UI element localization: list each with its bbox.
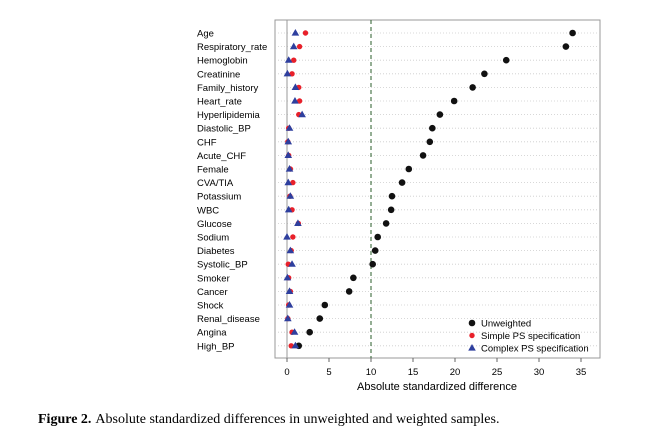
category-label: Glucose bbox=[197, 219, 232, 230]
point-unweighted bbox=[316, 315, 324, 322]
point-complex-ps-specification bbox=[298, 110, 306, 118]
x-tick-label: 10 bbox=[366, 367, 377, 378]
legend-marker bbox=[468, 344, 476, 351]
x-axis-label: Absolute standardized difference bbox=[357, 381, 517, 393]
category-label: Respiratory_rate bbox=[197, 42, 267, 53]
point-unweighted bbox=[469, 84, 476, 91]
point-unweighted bbox=[345, 288, 353, 295]
legend-label: Simple PS specification bbox=[481, 331, 580, 342]
legend-marker bbox=[468, 319, 476, 327]
point-complex-ps-specification bbox=[294, 219, 302, 226]
point-unweighted bbox=[436, 111, 444, 118]
point-simple-ps-specification bbox=[290, 179, 296, 186]
category-label: Hemoglobin bbox=[197, 56, 248, 67]
point-simple-ps-specification bbox=[291, 57, 297, 63]
category-label: Diabetes bbox=[197, 246, 235, 257]
category-label: Creatinine bbox=[197, 69, 240, 80]
point-simple-ps-specification bbox=[290, 234, 296, 240]
x-tick-label: 20 bbox=[450, 367, 461, 378]
point-complex-ps-specification bbox=[283, 69, 292, 77]
point-complex-ps-specification bbox=[291, 83, 300, 90]
point-unweighted bbox=[374, 233, 382, 241]
point-complex-ps-specification bbox=[284, 205, 293, 213]
point-simple-ps-specification bbox=[289, 71, 295, 77]
point-complex-ps-specification bbox=[291, 341, 300, 349]
point-unweighted bbox=[450, 97, 458, 105]
x-tick-label: 30 bbox=[534, 367, 545, 378]
category-label: CVA/TIA bbox=[197, 178, 234, 189]
x-tick-label: 0 bbox=[284, 367, 289, 378]
point-unweighted bbox=[398, 179, 406, 186]
point-complex-ps-specification bbox=[283, 233, 291, 240]
category-label: High_BP bbox=[197, 341, 235, 352]
category-label: Female bbox=[197, 165, 229, 176]
legend-marker bbox=[469, 332, 475, 339]
point-complex-ps-specification bbox=[285, 124, 294, 131]
category-label: Cancer bbox=[197, 287, 228, 298]
point-complex-ps-specification bbox=[290, 328, 299, 335]
category-label: Systolic_BP bbox=[197, 260, 248, 271]
point-complex-ps-specification bbox=[291, 29, 300, 36]
category-label: Sodium bbox=[197, 233, 229, 244]
point-unweighted bbox=[569, 29, 576, 37]
point-complex-ps-specification bbox=[286, 246, 295, 254]
category-label: Diastolic_BP bbox=[197, 124, 251, 135]
category-label: Smoker bbox=[197, 273, 230, 284]
point-complex-ps-specification bbox=[291, 97, 299, 104]
caption-label: Figure 2. bbox=[38, 412, 92, 427]
point-simple-ps-specification bbox=[296, 98, 303, 104]
point-unweighted bbox=[481, 70, 488, 78]
point-complex-ps-specification bbox=[284, 137, 293, 145]
x-tick-label: 25 bbox=[492, 367, 503, 378]
point-unweighted bbox=[429, 124, 436, 132]
legend-label: Complex PS specification bbox=[481, 344, 589, 355]
category-label: Renal_disease bbox=[197, 314, 260, 325]
point-unweighted bbox=[405, 165, 413, 173]
point-complex-ps-specification bbox=[284, 178, 293, 186]
point-simple-ps-specification bbox=[296, 43, 303, 50]
point-complex-ps-specification bbox=[289, 42, 298, 50]
category-label: Acute_CHF bbox=[197, 151, 246, 162]
point-complex-ps-specification bbox=[283, 273, 292, 281]
point-complex-ps-specification bbox=[285, 165, 294, 172]
point-complex-ps-specification bbox=[285, 301, 294, 308]
point-unweighted bbox=[321, 301, 329, 309]
point-simple-ps-specification bbox=[302, 30, 309, 36]
category-label: Hyperlipidemia bbox=[197, 110, 261, 121]
figure-caption: Figure 2. Absolute standardized differenc… bbox=[38, 412, 499, 428]
point-unweighted bbox=[350, 274, 357, 282]
point-complex-ps-specification bbox=[284, 56, 293, 63]
category-label: CHF bbox=[197, 137, 217, 148]
point-unweighted bbox=[382, 220, 390, 227]
point-complex-ps-specification bbox=[288, 260, 296, 267]
plot-frame bbox=[274, 19, 601, 359]
point-unweighted bbox=[426, 138, 434, 146]
category-label: Shock bbox=[197, 301, 224, 312]
point-unweighted bbox=[502, 56, 510, 64]
point-unweighted bbox=[387, 206, 395, 214]
category-label: Age bbox=[197, 29, 214, 40]
point-complex-ps-specification bbox=[284, 151, 293, 158]
point-unweighted bbox=[562, 43, 570, 50]
point-complex-ps-specification bbox=[285, 287, 294, 294]
caption-text: Absolute standardized differences in unw… bbox=[95, 412, 500, 427]
point-complex-ps-specification bbox=[284, 314, 292, 322]
category-label: Potassium bbox=[197, 192, 241, 203]
point-unweighted bbox=[388, 192, 396, 200]
point-unweighted bbox=[419, 152, 427, 159]
x-tick-label: 5 bbox=[326, 367, 331, 378]
x-tick-label: 15 bbox=[408, 367, 419, 378]
category-label: Heart_rate bbox=[197, 97, 242, 108]
x-tick-label: 35 bbox=[576, 367, 587, 378]
legend-label: Unweighted bbox=[481, 319, 531, 330]
point-complex-ps-specification bbox=[286, 192, 295, 199]
point-unweighted bbox=[369, 260, 376, 268]
point-unweighted bbox=[306, 328, 313, 336]
category-label: Angina bbox=[197, 328, 227, 339]
point-unweighted bbox=[371, 247, 379, 254]
category-label: Family_history bbox=[197, 83, 258, 94]
category-label: WBC bbox=[197, 205, 219, 216]
